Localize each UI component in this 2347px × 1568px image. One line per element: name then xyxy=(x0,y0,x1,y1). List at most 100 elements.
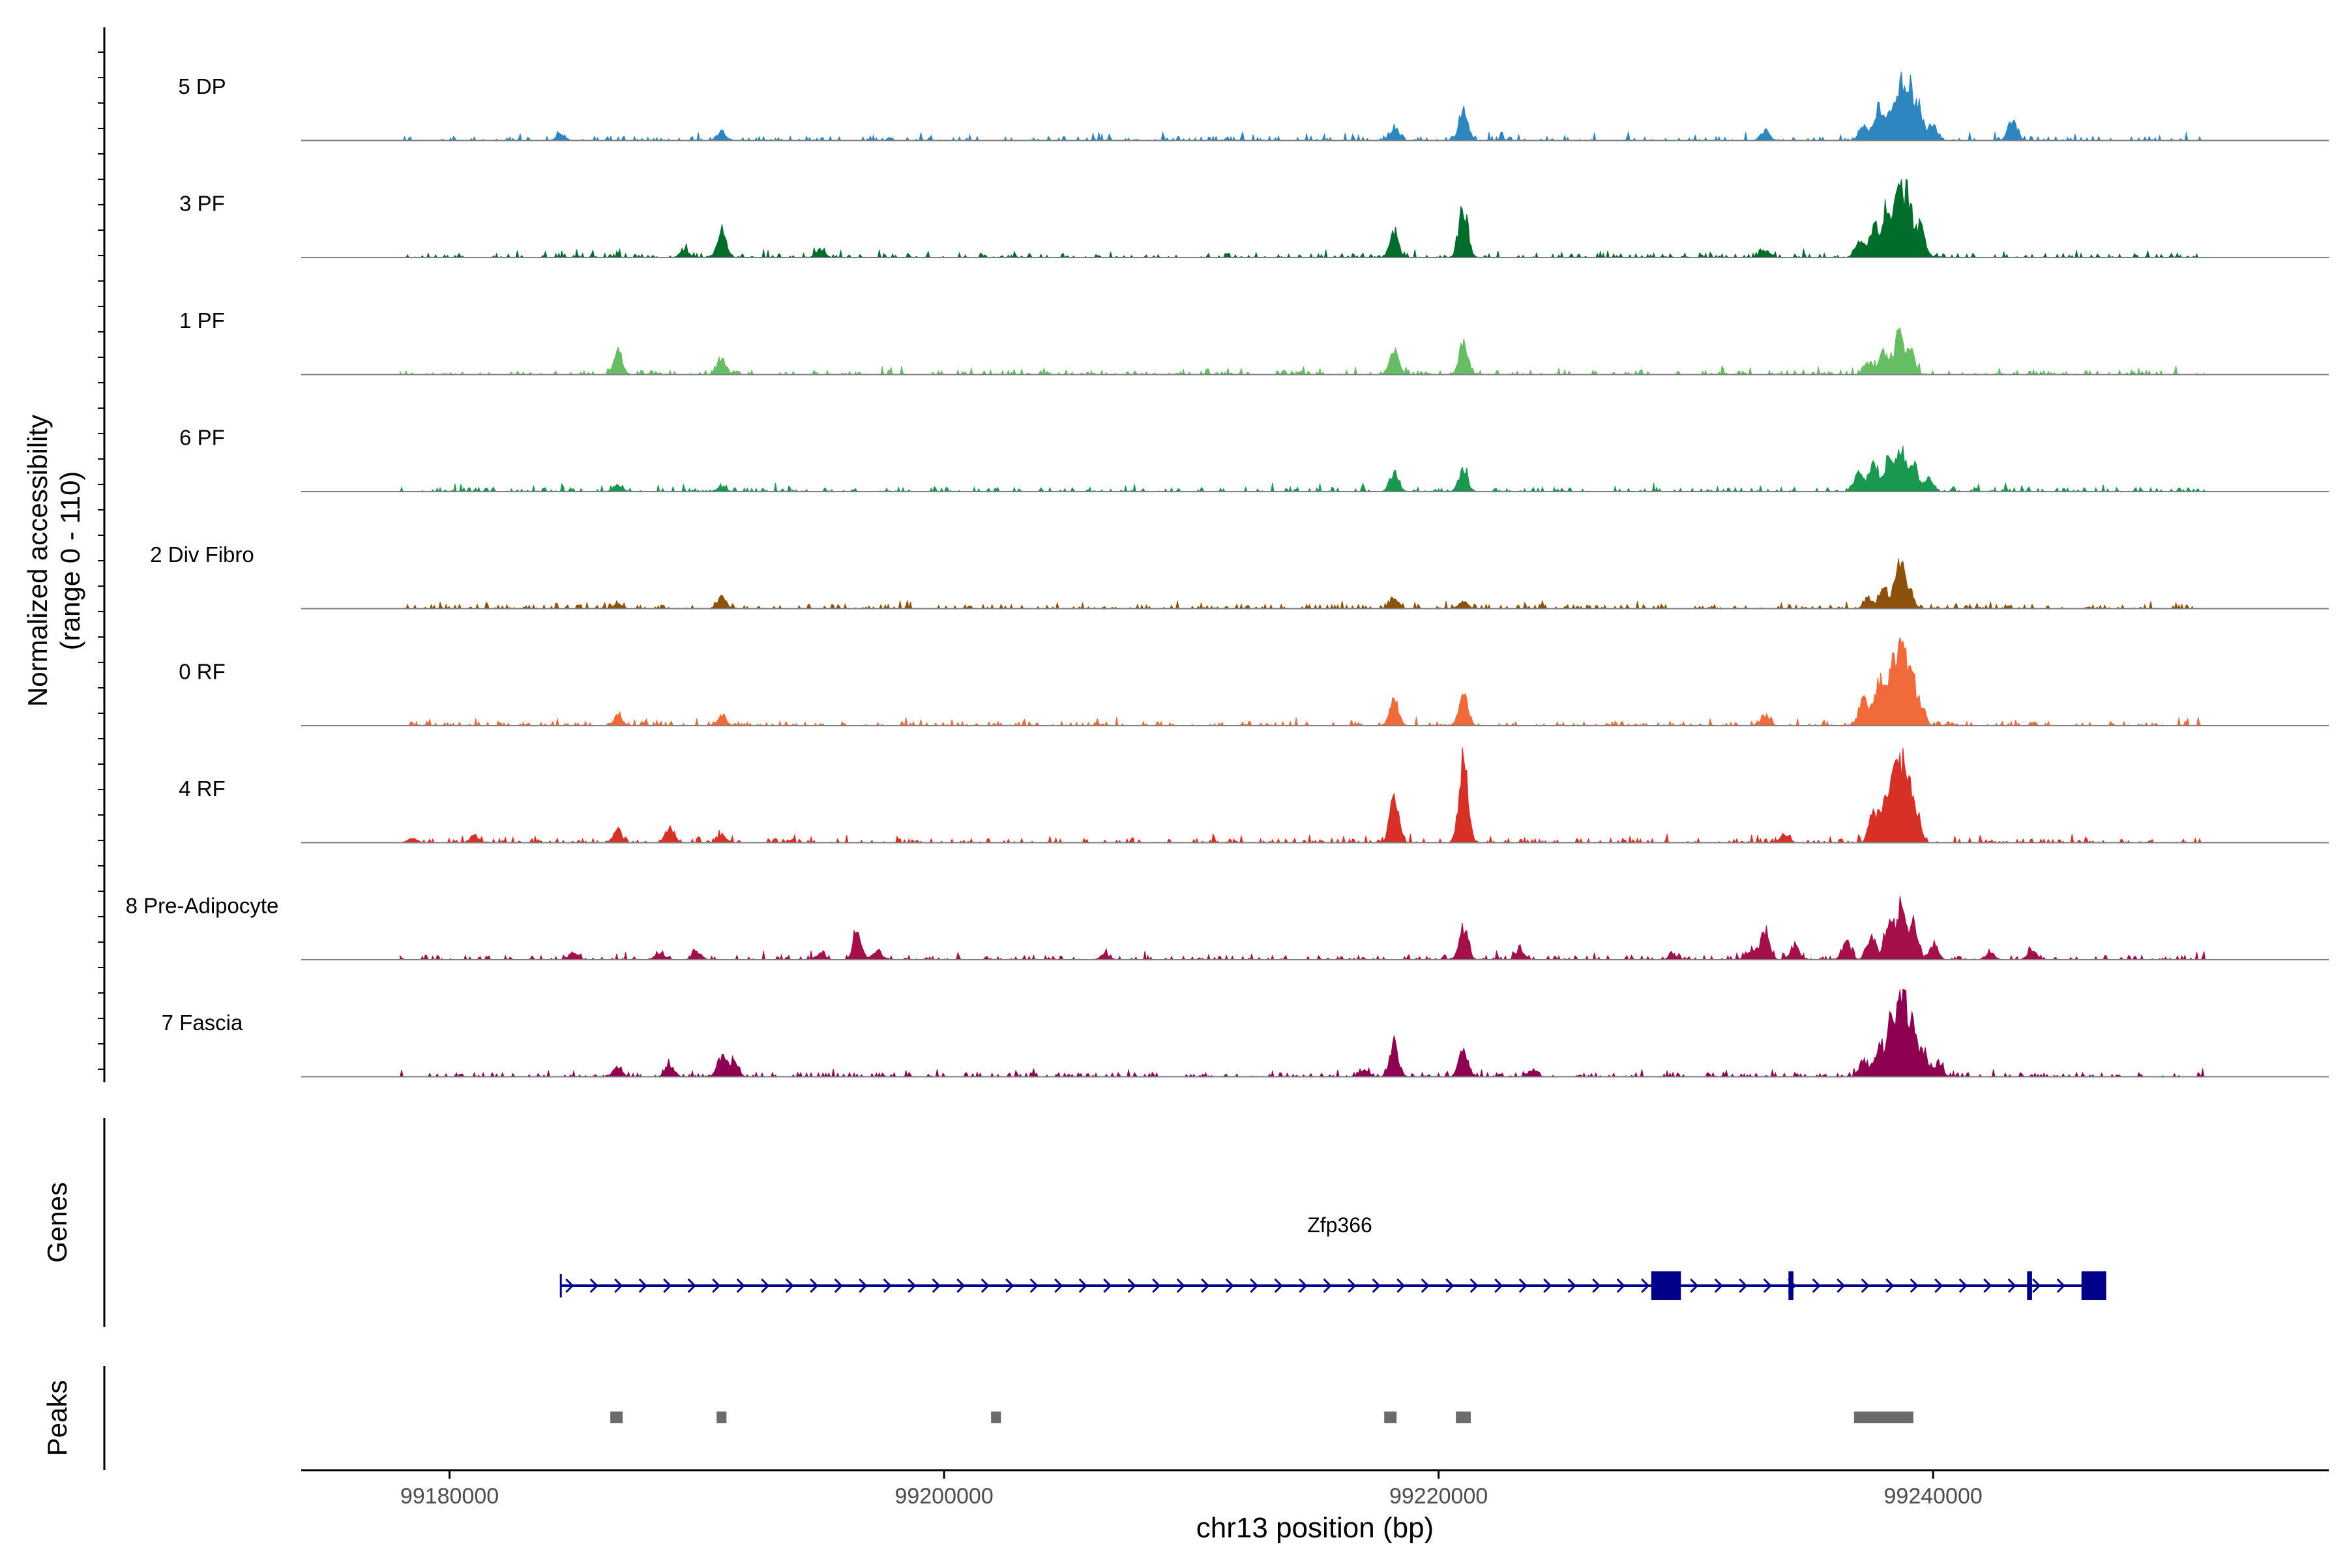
strand-arrow xyxy=(1983,1278,1992,1294)
strand-arrow xyxy=(1494,1278,1503,1294)
strand-arrow xyxy=(1690,1278,1699,1294)
track-2-div-fibro: 2 Div Fibro xyxy=(150,542,2329,610)
strand-arrow xyxy=(565,1278,574,1294)
peaks-axis-title: Peaks xyxy=(42,1380,72,1457)
peak-regions xyxy=(610,1412,1913,1423)
strand-arrow xyxy=(736,1278,745,1294)
strand-arrow xyxy=(1103,1278,1112,1294)
track-label: 7 Fascia xyxy=(162,1011,243,1035)
strand-arrow xyxy=(1910,1278,1919,1294)
strand-arrow xyxy=(956,1278,966,1294)
strand-arrow xyxy=(1274,1278,1283,1294)
strand-arrow xyxy=(1176,1278,1185,1294)
coverage-area xyxy=(400,747,2206,844)
strand-arrow xyxy=(1201,1278,1210,1294)
gene-exon xyxy=(1651,1271,1681,1300)
peak-region xyxy=(1456,1412,1471,1423)
track-7-fascia: 7 Fascia xyxy=(162,988,2329,1078)
x-tick-label: 99240000 xyxy=(1884,1484,1983,1509)
strand-arrow xyxy=(859,1278,868,1294)
gene-name-label: Zfp366 xyxy=(1307,1213,1372,1237)
strand-arrow xyxy=(1396,1278,1406,1294)
strand-arrow xyxy=(1348,1278,1357,1294)
coverage-area xyxy=(400,327,2206,376)
track-label: 2 Div Fibro xyxy=(150,542,254,567)
strand-arrow xyxy=(1837,1278,1846,1294)
x-tick-label: 99180000 xyxy=(400,1484,499,1509)
gene-exon-tick xyxy=(1788,1271,1793,1300)
strand-arrow xyxy=(1469,1278,1479,1294)
track-label: 8 Pre-Adipocyte xyxy=(126,894,279,918)
strand-arrow xyxy=(1861,1278,1870,1294)
strand-arrow xyxy=(1127,1278,1136,1294)
strand-arrow xyxy=(687,1278,696,1294)
strand-arrow xyxy=(2056,1278,2065,1294)
track-label: 4 RF xyxy=(179,777,226,801)
strand-arrow xyxy=(663,1278,672,1294)
strand-arrow xyxy=(1714,1278,1723,1294)
strand-arrow xyxy=(1299,1278,1308,1294)
strand-arrow xyxy=(712,1278,721,1294)
x-axis-ticks: 99180000 99200000 99220000 99240000 xyxy=(400,1470,1983,1509)
strand-arrow xyxy=(1958,1278,1968,1294)
x-tick-label: 99200000 xyxy=(894,1484,993,1509)
strand-arrow xyxy=(1518,1278,1528,1294)
track-label: 0 RF xyxy=(179,660,226,684)
x-axis-title: chr13 position (bp) xyxy=(1196,1512,1434,1544)
track-5-dp: 5 DP xyxy=(178,71,2329,142)
strand-arrow xyxy=(638,1278,647,1294)
strand-arrow xyxy=(1005,1278,1014,1294)
track-6-pf: 6 PF xyxy=(179,426,2329,493)
strand-arrow xyxy=(1250,1278,1259,1294)
strand-arrow xyxy=(981,1278,990,1294)
track-label: 6 PF xyxy=(179,426,225,450)
strand-arrow xyxy=(1812,1278,1821,1294)
track-3-pf: 3 PF xyxy=(179,179,2329,259)
strand-arrow xyxy=(834,1278,843,1294)
strand-arrow xyxy=(1152,1278,1161,1294)
gene-panel: Zfp366 xyxy=(559,1213,2106,1300)
peak-region xyxy=(716,1412,727,1423)
strand-arrow xyxy=(1616,1278,1625,1294)
peak-region xyxy=(1853,1412,1913,1423)
track-label: 5 DP xyxy=(178,74,226,98)
strand-arrow xyxy=(761,1278,770,1294)
strand-arrow xyxy=(1592,1278,1601,1294)
gene-exon xyxy=(2081,1271,2106,1300)
strand-arrow xyxy=(1421,1278,1430,1294)
strand-arrow xyxy=(1054,1278,1063,1294)
gene-model xyxy=(559,1271,2106,1300)
strand-arrow xyxy=(589,1278,598,1294)
x-tick-label: 99220000 xyxy=(1389,1484,1488,1509)
strand-arrow xyxy=(908,1278,917,1294)
gene-exon-tick xyxy=(2027,1271,2032,1300)
strand-arrow xyxy=(1641,1278,1650,1294)
strand-arrow xyxy=(810,1278,819,1294)
peak-region xyxy=(991,1412,1001,1423)
strand-arrow xyxy=(1323,1278,1332,1294)
track-label: 3 PF xyxy=(179,192,225,216)
y-axis-title-line1: Normalized accessibility xyxy=(22,415,53,707)
peak-region xyxy=(1384,1412,1397,1423)
track-label: 1 PF xyxy=(179,308,225,333)
strand-arrow xyxy=(1372,1278,1381,1294)
genes-axis-title: Genes xyxy=(42,1182,72,1263)
strand-arrow xyxy=(2007,1278,2016,1294)
strand-arrow xyxy=(1934,1278,1943,1294)
track-4-rf: 4 RF xyxy=(179,747,2329,844)
strand-arrow xyxy=(1885,1278,1895,1294)
strand-arrow xyxy=(1763,1278,1772,1294)
coverage-y-ticks xyxy=(98,52,104,1070)
strand-arrow xyxy=(932,1278,941,1294)
strand-arrow xyxy=(614,1278,623,1294)
strand-arrow xyxy=(1029,1278,1039,1294)
strand-arrow xyxy=(1567,1278,1576,1294)
y-axis-title-line2: (range 0 - 110) xyxy=(55,471,85,651)
strand-arrow xyxy=(1078,1278,1087,1294)
peak-region xyxy=(610,1412,623,1423)
strand-arrow xyxy=(1543,1278,1552,1294)
strand-arrow xyxy=(1445,1278,1454,1294)
